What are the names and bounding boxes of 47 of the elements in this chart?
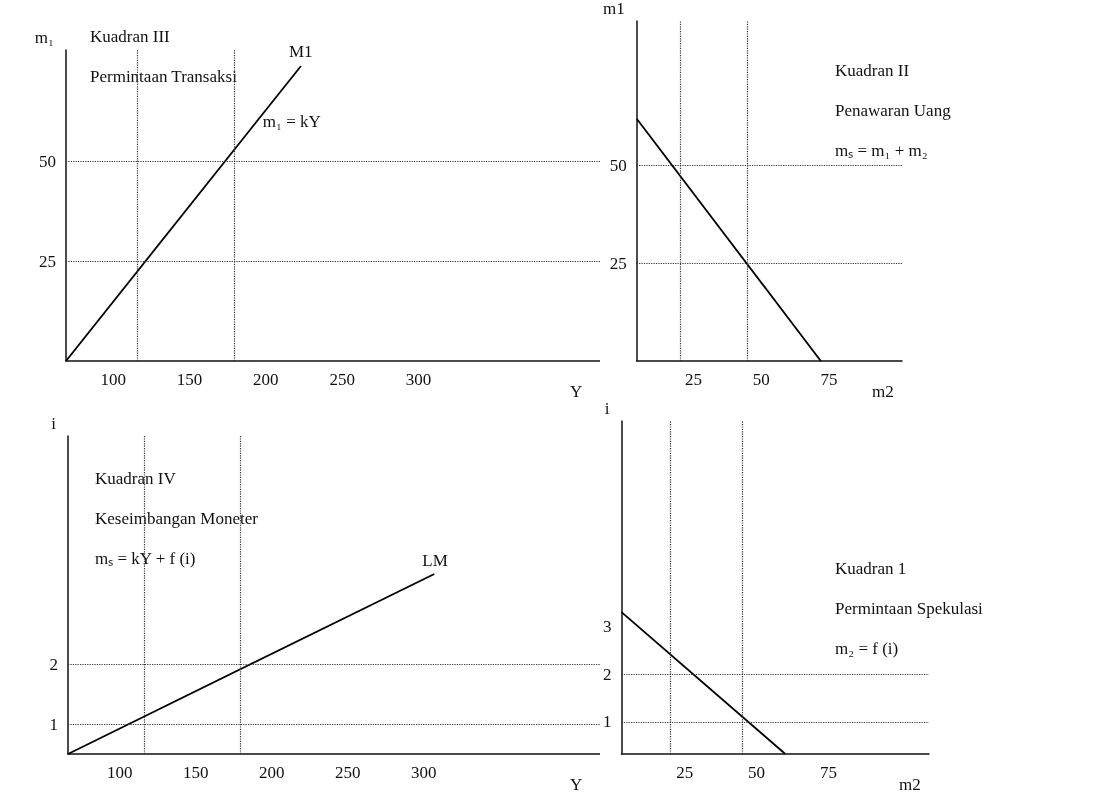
text: Permintaan Transaksi: [90, 67, 238, 86]
annotation: mₛ = m₁ + m₂: [835, 141, 928, 160]
annotation: mₛ = kY + f (i): [95, 549, 196, 568]
text: Permintaan Spekulasi: [835, 599, 984, 618]
text: Kuadran II: [835, 61, 910, 80]
y-axis-title: m₁: [34, 28, 54, 47]
x-tick-label: 150: [176, 370, 203, 389]
x-tick-label: 300: [405, 370, 432, 389]
y-tick-label: 3: [603, 616, 612, 636]
x-tick-label: 100: [106, 763, 133, 782]
annotation: m₁ = kY: [262, 112, 321, 132]
text: Kuadran 1: [835, 559, 907, 578]
x-axis-title: Y: [570, 382, 583, 401]
x-tick-label: 200: [253, 370, 279, 389]
x-tick-label: 75: [819, 763, 837, 782]
x-tick-label: 250: [329, 370, 355, 389]
x-tick-label: 150: [182, 763, 209, 782]
x-tick-label: 100: [100, 370, 127, 389]
chart-title: Kuadran III: [90, 27, 171, 46]
y-tick-label: 1: [603, 712, 612, 732]
annotation: m₂ = f (i): [835, 639, 899, 658]
x-tick-label: 250: [334, 763, 361, 782]
series-label: LM: [422, 550, 448, 570]
x-axis-title: m2: [899, 775, 921, 793]
text: Kuadran IV: [95, 469, 177, 488]
x-tick-label: 75: [820, 370, 838, 389]
y-tick-label: 50: [39, 152, 56, 172]
y-tick-label: 25: [609, 253, 627, 273]
y-axis-title: i: [604, 399, 610, 418]
y-tick-label: 50: [609, 156, 627, 176]
y-tick-label: 2: [603, 664, 612, 684]
x-tick-label: 50: [748, 763, 766, 782]
x-tick-label: 25: [685, 370, 703, 389]
x-axis-title: m2: [872, 382, 894, 401]
text: Penawaran Uang: [835, 101, 952, 120]
y-axis-title: i: [51, 414, 57, 433]
x-tick-label: 300: [410, 763, 437, 782]
y-axis-title: m1: [602, 0, 625, 18]
y-tick-label: 1: [49, 714, 58, 734]
text: Keseimbangan Moneter: [95, 509, 259, 528]
y-tick-label: 2: [49, 654, 58, 674]
y-tick-label: 25: [39, 251, 56, 271]
x-axis-title: Y: [570, 775, 583, 793]
x-tick-label: 25: [676, 763, 694, 782]
x-tick-label: 50: [752, 370, 770, 389]
series-label: M1: [288, 42, 313, 62]
x-tick-label: 200: [258, 763, 285, 782]
